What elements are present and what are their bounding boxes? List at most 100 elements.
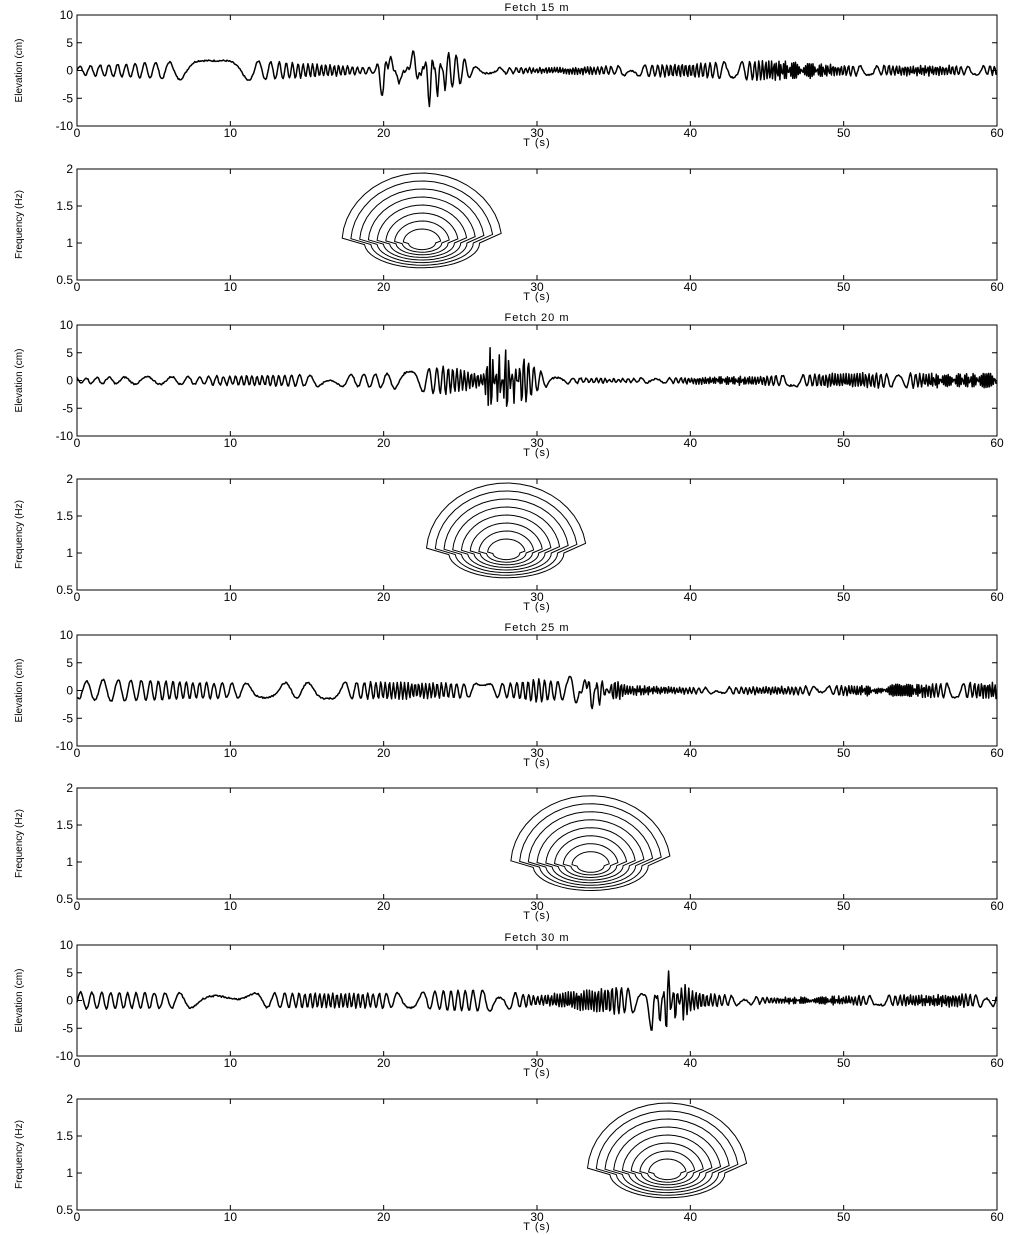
contour-line <box>478 530 535 563</box>
contour-line <box>630 1142 704 1186</box>
y-tick-label: -5 <box>62 401 73 415</box>
x-axis-label: T (s) <box>523 1221 550 1233</box>
y-tick-label: -10 <box>56 1049 74 1063</box>
x-tick-label: 50 <box>837 746 851 760</box>
y-axis-label: Elevation (cm) <box>14 39 25 103</box>
x-tick-label: 60 <box>990 1210 1004 1224</box>
x-tick-label: 40 <box>684 280 698 294</box>
x-tick-label: 20 <box>377 590 391 604</box>
x-tick-label: 40 <box>684 126 698 140</box>
x-tick-label: 40 <box>684 899 698 913</box>
x-tick-label: 10 <box>224 899 238 913</box>
contour-line <box>621 1134 713 1188</box>
contour-line <box>586 1102 748 1199</box>
contour-line <box>402 228 442 251</box>
axes-frame <box>76 787 998 900</box>
x-tick-label: 20 <box>377 436 391 450</box>
x-axis-label: T (s) <box>523 447 550 459</box>
x-tick-label: 10 <box>224 1056 238 1070</box>
elevation-series-line <box>76 50 997 108</box>
contour-line <box>510 795 671 892</box>
y-tick-label: 5 <box>66 346 73 360</box>
x-tick-label: 50 <box>837 1210 851 1224</box>
contour-line <box>385 212 459 256</box>
y-tick-label: 10 <box>60 8 74 22</box>
y-tick-label: 10 <box>60 628 74 642</box>
x-axis-label: T (s) <box>523 757 550 769</box>
contour-line <box>350 180 494 266</box>
axes-frame <box>76 478 998 591</box>
y-tick-label: 0 <box>66 994 73 1008</box>
x-axis-label: T (s) <box>523 601 550 613</box>
contour-line <box>376 204 468 258</box>
contour-line <box>595 1110 739 1196</box>
x-tick-label: 20 <box>377 899 391 913</box>
y-tick-label: 2 <box>66 1092 73 1106</box>
contour-line <box>367 196 476 261</box>
y-tick-label: 0.5 <box>56 583 73 597</box>
y-tick-label: -5 <box>62 1021 73 1035</box>
contour-line <box>613 1126 722 1191</box>
y-axis-label: Elevation (cm) <box>14 659 25 723</box>
contour-line <box>571 851 610 873</box>
x-tick-label: 0 <box>74 436 81 450</box>
x-tick-label: 10 <box>224 746 238 760</box>
elevation-panel-4: 0 10 20 30 40 50 60 -10 -5 0 5 10 T (s) Elevation (cm… <box>14 622 1004 769</box>
x-tick-label: 40 <box>684 1056 698 1070</box>
y-tick-label: 0 <box>66 684 73 698</box>
contour-line <box>604 1118 730 1194</box>
elevation-panel-2: 0 10 20 30 40 50 60 -10 -5 0 5 10 T (s) Elevation (cm… <box>14 312 1004 459</box>
y-tick-label: 1 <box>66 236 73 250</box>
x-tick-label: 20 <box>377 280 391 294</box>
contour-line <box>452 506 561 571</box>
elevation-panel-0: 0 10 20 30 40 50 60 -10 -5 0 5 10 T (s) Elevation (cm… <box>14 2 1004 149</box>
y-tick-label: 1.5 <box>56 199 73 213</box>
x-tick-label: 50 <box>837 126 851 140</box>
x-tick-label: 30 <box>530 126 544 140</box>
x-tick-label: 20 <box>377 126 391 140</box>
y-tick-label: 0 <box>66 374 73 388</box>
y-axis-label: Elevation (cm) <box>14 349 25 413</box>
y-tick-label: 1 <box>66 546 73 560</box>
contour-line <box>394 220 450 253</box>
x-tick-label: 30 <box>530 1056 544 1070</box>
elevation-series-line <box>76 347 997 407</box>
x-tick-label: 50 <box>837 590 851 604</box>
y-tick-label: 5 <box>66 966 73 980</box>
x-tick-label: 10 <box>224 280 238 294</box>
contour-line <box>553 835 628 879</box>
x-tick-label: 10 <box>224 590 238 604</box>
y-tick-label: 1.5 <box>56 818 73 832</box>
spectrum-panel-7: 0 10 20 30 40 50 60 0.5 1 1.5 2 T (s) Frequency (Hz) <box>14 1092 1004 1233</box>
y-axis-label: Frequency (Hz) <box>14 500 25 569</box>
spectrum-panel-3: 0 10 20 30 40 50 60 0.5 1 1.5 2 T (s) Frequency (Hz) <box>14 472 1004 613</box>
x-tick-label: 0 <box>74 899 81 913</box>
x-tick-label: 40 <box>684 1210 698 1224</box>
y-tick-label: 10 <box>60 318 74 332</box>
contour-line <box>562 843 619 876</box>
contour-line <box>443 498 569 574</box>
spectrum-panel-5: 0 10 20 30 40 50 60 0.5 1 1.5 2 T (s) Frequency (Hz) <box>14 781 1004 922</box>
x-tick-label: 30 <box>530 746 544 760</box>
x-tick-label: 60 <box>990 126 1004 140</box>
contour-line <box>545 827 636 881</box>
panel-title: Fetch 20 m <box>504 312 569 324</box>
x-tick-label: 30 <box>530 436 544 450</box>
contour-line <box>341 172 502 269</box>
y-tick-label: -10 <box>56 429 74 443</box>
x-tick-label: 0 <box>74 746 81 760</box>
x-axis-label: T (s) <box>523 910 550 922</box>
x-tick-label: 20 <box>377 746 391 760</box>
panel-title: Fetch 25 m <box>504 622 569 634</box>
axes-frame <box>76 168 998 281</box>
x-tick-label: 40 <box>684 436 698 450</box>
contour-line <box>434 490 578 576</box>
x-axis-label: T (s) <box>523 291 550 303</box>
contour-line <box>648 1158 687 1181</box>
panel-title: Fetch 15 m <box>504 2 569 14</box>
y-tick-label: 1 <box>66 1166 73 1180</box>
x-tick-label: 10 <box>224 126 238 140</box>
x-tick-label: 10 <box>224 436 238 450</box>
y-tick-label: -5 <box>62 91 73 105</box>
